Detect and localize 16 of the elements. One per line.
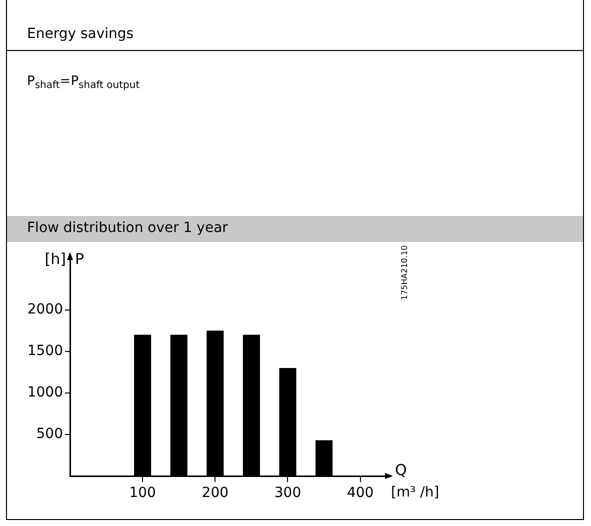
annotation: P [75,250,84,268]
x-axis-title: [m³ /h] [391,484,440,501]
chart-subtitle: Flow distribution over 1 year [27,220,228,236]
x-tick-label: 300 [274,485,302,502]
text: Q [395,460,407,479]
y-axis-title: [h] [44,250,66,268]
text: 175HA210.10 [400,245,409,300]
y-tick-label: 500 [36,426,63,442]
x-tick-label: 200 [202,485,229,502]
x-tick-label: 100 [129,485,156,502]
text: P$_{shaft}$=P$_{shaft output}$ [27,74,140,91]
y-tick-label: 2000 [27,301,63,318]
x-tick-label: 400 [346,485,374,502]
chart-title: Energy savings [27,26,134,42]
y-tick-label: 1500 [27,343,63,360]
y-tick-label: 1000 [27,384,63,401]
